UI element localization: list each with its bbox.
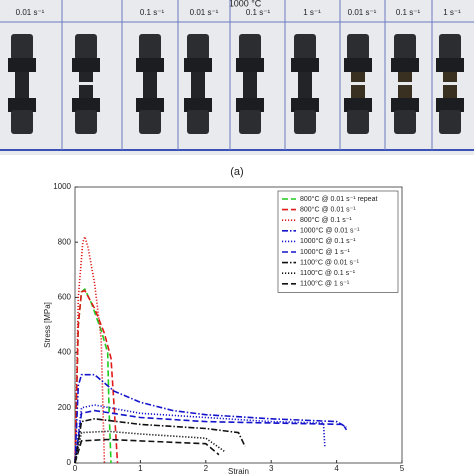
- legend-box: [277, 190, 399, 293]
- series-line: [74, 430, 226, 464]
- specimen-shaft: [298, 72, 312, 98]
- specimen-thread: [394, 34, 416, 60]
- specimen-thread: [439, 110, 461, 134]
- specimen-thread: [11, 34, 33, 60]
- specimen-hex: [136, 58, 164, 72]
- y-tick-label: 800: [58, 237, 72, 246]
- specimen-thread: [394, 110, 416, 134]
- y-tick-label: 0: [67, 458, 72, 467]
- specimens: 0.01 s⁻¹ 0.1 s⁻¹ 0.01 s⁻¹ 0.1 s⁻¹ 1 s⁻¹ 0.01 …: [8, 0, 464, 150]
- legend-label: 800°C @ 0.01 s⁻¹: [300, 205, 356, 213]
- y-axis-label: Stress [MPa]: [43, 302, 52, 348]
- x-tick-label: 5: [400, 464, 405, 473]
- series-line: [74, 417, 246, 464]
- specimen-hex: [291, 58, 319, 72]
- specimen-gap: [441, 82, 459, 85]
- legend-label: 800°C @ 0.1 s⁻¹: [300, 216, 352, 224]
- series-line: [74, 234, 106, 464]
- x-tick-label: 1: [138, 464, 143, 473]
- series-line: [74, 373, 347, 464]
- y-tick-label: 600: [58, 293, 72, 302]
- specimen-hex: [436, 58, 464, 72]
- specimen-hex: [184, 98, 212, 112]
- specimen-hex: [184, 58, 212, 72]
- specimen-thread: [239, 34, 261, 60]
- photo-header: 1000 °C: [229, 0, 262, 8]
- specimen-gap: [77, 82, 95, 85]
- specimen-shaft: [15, 72, 29, 98]
- specimen-thread: [239, 110, 261, 134]
- legend-label: 1100°C @ 0.01 s⁻¹: [300, 258, 360, 266]
- specimen-thread: [294, 34, 316, 60]
- specimen-gap: [349, 82, 367, 85]
- x-tick-label: 0: [73, 464, 78, 473]
- legend-label: 1000°C @ 0.01 s⁻¹: [300, 227, 360, 235]
- specimen-thread: [139, 34, 161, 60]
- specimen-hex: [72, 58, 100, 72]
- specimen-hex: [72, 98, 100, 112]
- specimen-hex: [436, 98, 464, 112]
- specimen-hex: [8, 58, 36, 72]
- specimen-hex: [391, 98, 419, 112]
- photo-label: 0.01 s⁻¹: [190, 8, 219, 17]
- x-tick-label: 2: [204, 464, 209, 473]
- x-tick-label: 3: [269, 464, 274, 473]
- specimen-thread: [75, 34, 97, 60]
- specimen-thread: [139, 110, 161, 134]
- specimen-thread: [187, 34, 209, 60]
- specimen-thread: [187, 110, 209, 134]
- legend-label: 1000°C @ 0.1 s⁻¹: [300, 237, 356, 245]
- photo-label: 0.1 s⁻¹: [246, 8, 271, 17]
- y-tick-label: 200: [58, 403, 72, 412]
- specimen-hex: [291, 98, 319, 112]
- legend-label: 800°C @ 0.01 s⁻¹ repeat: [300, 195, 377, 203]
- chart: 0 200 400 600 800 1000 0 1 2 3 4 5 Stress [MPa] Strai…: [43, 182, 405, 474]
- specimen-thread: [75, 110, 97, 134]
- photo-label: 0.1 s⁻¹: [396, 8, 421, 17]
- legend-label: 1100°C @ 1 s⁻¹: [300, 280, 350, 288]
- specimen-hex: [391, 58, 419, 72]
- x-axis-label: Strain: [228, 467, 249, 474]
- y-tick-label: 400: [58, 348, 72, 357]
- specimen-thread: [11, 110, 33, 134]
- specimen-thread: [347, 34, 369, 60]
- specimen-shaft: [243, 72, 257, 98]
- specimen-gap: [396, 82, 414, 85]
- specimen-hex: [236, 98, 264, 112]
- specimen-thread: [439, 34, 461, 60]
- specimen-hex: [344, 98, 372, 112]
- specimen-shaft: [143, 72, 157, 98]
- caption: (a): [230, 166, 243, 178]
- specimen-thread: [347, 110, 369, 134]
- series-line: [74, 438, 220, 464]
- photo-label: 1 s⁻¹: [443, 8, 461, 17]
- legend-label: 1100°C @ 0.1 s⁻¹: [300, 269, 356, 277]
- x-tick-label: 4: [334, 464, 339, 473]
- specimen-hex: [136, 98, 164, 112]
- specimen-hex: [344, 58, 372, 72]
- photo-label: 0.1 s⁻¹: [140, 8, 165, 17]
- specimen-thread: [294, 110, 316, 134]
- y-tick-label: 1000: [53, 182, 71, 191]
- series-line: [74, 404, 326, 464]
- photo-label: 1 s⁻¹: [303, 8, 321, 17]
- legend-label: 1000°C @ 1 s⁻¹: [300, 248, 350, 256]
- specimen-hex: [8, 98, 36, 112]
- specimen-shaft: [191, 72, 205, 98]
- specimen-hex: [236, 58, 264, 72]
- photo-label: 0.01 s⁻¹: [348, 8, 377, 17]
- photo-label: 0.01 s⁻¹: [16, 8, 45, 17]
- series-line: [74, 409, 348, 464]
